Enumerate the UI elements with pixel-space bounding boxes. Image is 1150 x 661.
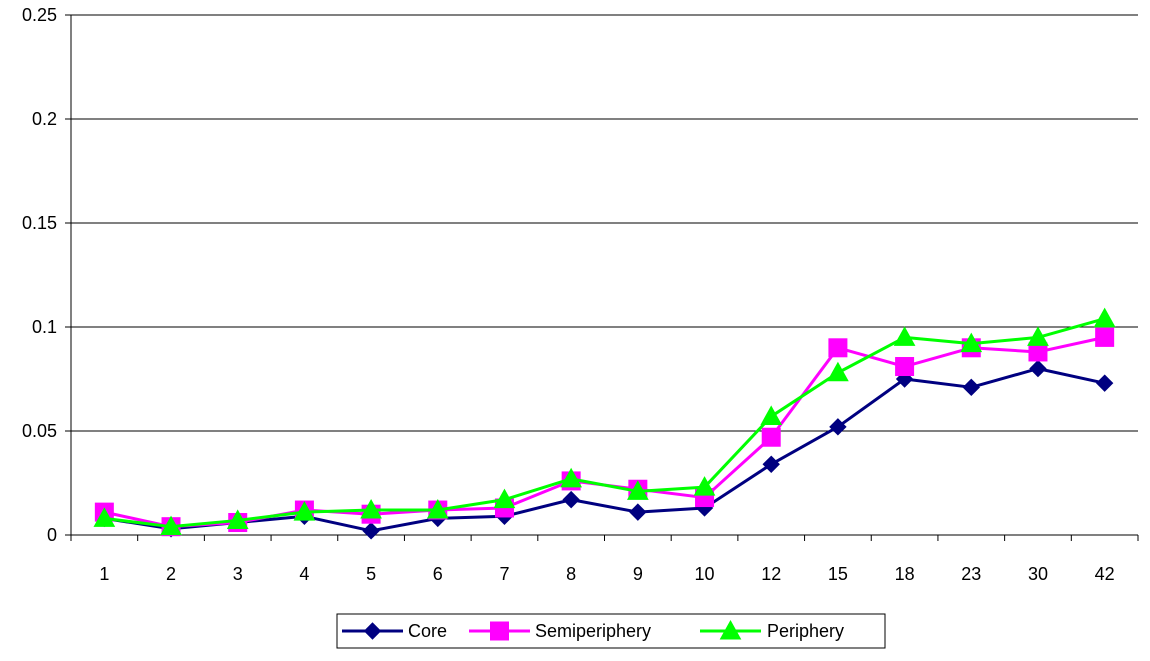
series-core bbox=[96, 361, 1112, 539]
core-point bbox=[763, 456, 779, 472]
x-tick-label: 2 bbox=[166, 564, 176, 584]
semiperiphery-point bbox=[1096, 328, 1114, 346]
core-point bbox=[630, 504, 646, 520]
x-tick-label: 30 bbox=[1028, 564, 1048, 584]
x-tick-label: 4 bbox=[299, 564, 309, 584]
semiperiphery-point bbox=[762, 428, 780, 446]
y-tick-label: 0.25 bbox=[22, 5, 57, 25]
core-point bbox=[1097, 375, 1113, 391]
y-tick-labels: 0 0.05 0.1 0.15 0.2 0.25 bbox=[22, 5, 57, 545]
core-point bbox=[563, 492, 579, 508]
periphery-point bbox=[1095, 309, 1115, 327]
semiperiphery-line bbox=[104, 337, 1104, 526]
legend: Core Semiperiphery Periphery bbox=[337, 614, 885, 648]
x-tick-label: 5 bbox=[366, 564, 376, 584]
x-tick-label: 9 bbox=[633, 564, 643, 584]
periphery-point bbox=[895, 327, 915, 345]
y-tick-label: 0.1 bbox=[32, 317, 57, 337]
y-tick-label: 0.2 bbox=[32, 109, 57, 129]
x-tick-label: 12 bbox=[761, 564, 781, 584]
x-tick-label: 1 bbox=[99, 564, 109, 584]
y-tick-label: 0 bbox=[47, 525, 57, 545]
series-periphery bbox=[94, 309, 1114, 535]
x-tick-label: 23 bbox=[961, 564, 981, 584]
legend-semiperiphery-label: Semiperiphery bbox=[535, 621, 651, 641]
x-tick-label: 3 bbox=[233, 564, 243, 584]
core-point bbox=[963, 379, 979, 395]
periphery-point bbox=[828, 363, 848, 381]
periphery-point bbox=[761, 406, 781, 424]
core-line bbox=[104, 369, 1104, 531]
axes bbox=[65, 15, 1138, 541]
y-tick-label: 0.15 bbox=[22, 213, 57, 233]
legend-semiperiphery-marker bbox=[491, 622, 509, 640]
periphery-line bbox=[104, 319, 1104, 527]
x-tick-label: 42 bbox=[1095, 564, 1115, 584]
x-tick-labels: 1 2 3 4 5 6 7 8 9 10 12 15 18 23 30 42 bbox=[99, 564, 1114, 584]
series-group bbox=[94, 309, 1114, 539]
legend-core-label: Core bbox=[408, 621, 447, 641]
x-tick-label: 10 bbox=[695, 564, 715, 584]
semiperiphery-point bbox=[896, 358, 914, 376]
x-tick-label: 8 bbox=[566, 564, 576, 584]
legend-periphery-label: Periphery bbox=[767, 621, 844, 641]
x-tick-label: 6 bbox=[433, 564, 443, 584]
core-point bbox=[1030, 361, 1046, 377]
core-point bbox=[363, 523, 379, 539]
semiperiphery-point bbox=[829, 339, 847, 357]
y-tick-label: 0.05 bbox=[22, 421, 57, 441]
x-tick-label: 15 bbox=[828, 564, 848, 584]
x-tick-label: 18 bbox=[895, 564, 915, 584]
x-tick-label: 7 bbox=[499, 564, 509, 584]
gridlines bbox=[71, 15, 1138, 431]
